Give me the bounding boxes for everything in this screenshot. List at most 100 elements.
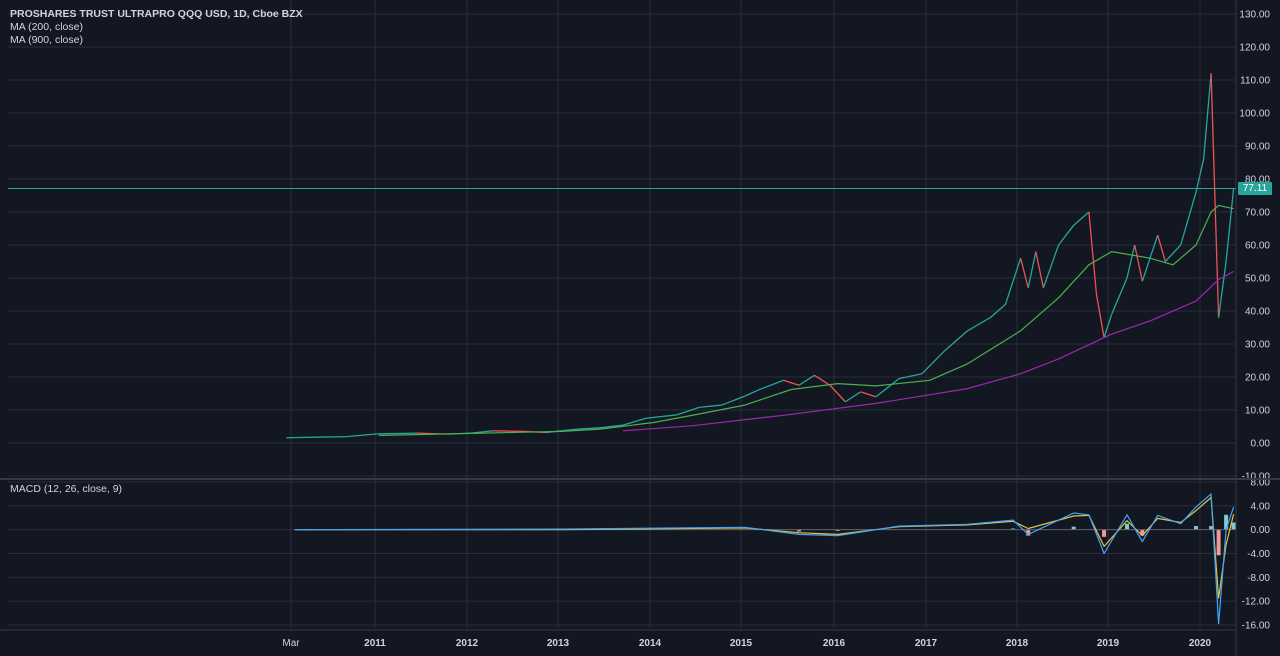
ma900-line: [622, 270, 1234, 432]
x-tick-label: 2017: [915, 638, 938, 649]
price-segment: [1217, 261, 1227, 318]
price-segment: [875, 378, 900, 398]
macd-histogram-bar: [796, 529, 801, 532]
price-segment: [721, 395, 745, 406]
price-segment: [470, 430, 494, 434]
y-tick-label: -10.00: [1242, 472, 1271, 483]
price-segment: [1157, 234, 1166, 262]
chart-series: [8, 73, 1236, 625]
price-segment: [1088, 211, 1098, 295]
price-segment: [1202, 73, 1212, 160]
x-tick-label: Mar: [282, 638, 300, 649]
price-segment: [1134, 244, 1143, 282]
macd-histogram-bar: [1140, 529, 1145, 536]
x-tick-label: 2016: [823, 638, 846, 649]
macd-y-tick-label: -4.00: [1247, 549, 1270, 560]
y-tick-label: 40.00: [1245, 307, 1270, 318]
price-segment: [1164, 244, 1182, 262]
y-tick-label: 30.00: [1245, 340, 1270, 351]
price-segment: [1180, 192, 1197, 246]
x-tick-label: 2015: [730, 638, 753, 649]
chart-grid: [8, 0, 1236, 628]
price-segment: [860, 391, 877, 398]
price-segment: [699, 404, 722, 409]
y-tick-label: 110.00: [1240, 76, 1270, 87]
macd-y-tick-label: 4.00: [1251, 501, 1271, 512]
y-tick-label: 60.00: [1245, 241, 1270, 252]
price-segment: [944, 330, 968, 352]
x-tick-label: 2019: [1097, 638, 1120, 649]
x-tick-label: 2020: [1189, 638, 1212, 649]
y-tick-label: 100.00: [1239, 109, 1270, 120]
price-segment: [1004, 257, 1022, 305]
price-segment: [814, 374, 831, 386]
price-segment: [798, 374, 815, 386]
signal-line: [294, 496, 1235, 599]
macd-legend[interactable]: MACD (12, 26, close, 9): [10, 483, 123, 495]
macd-histogram-bar: [1209, 526, 1214, 530]
price-segment: [645, 414, 677, 419]
price-segment: [1073, 211, 1090, 226]
macd-histogram-bar: [835, 529, 840, 531]
macd-histogram-bar: [1224, 514, 1229, 530]
y-tick-label: 90.00: [1245, 142, 1270, 153]
price-segment: [783, 379, 800, 386]
price-segment: [1225, 188, 1235, 262]
ma200-legend[interactable]: MA (200, close): [10, 21, 83, 33]
price-segment: [1126, 244, 1136, 279]
price-segment: [622, 417, 647, 426]
price-segment: [576, 427, 601, 430]
price-segment: [599, 424, 624, 429]
macd-histogram-bar: [1125, 523, 1130, 530]
price-segment: [744, 388, 761, 397]
y-tick-label: 80.00: [1245, 175, 1270, 186]
ma900-legend[interactable]: MA (900, close): [10, 34, 83, 46]
ma200-line: [378, 204, 1234, 436]
price-segment: [378, 432, 418, 435]
price-segment: [989, 303, 1006, 319]
price-segment: [898, 373, 923, 380]
macd-histogram-bar: [1216, 529, 1221, 556]
price-segment: [1195, 159, 1205, 193]
macd-y-tick-label: 0.00: [1251, 525, 1271, 536]
macd-histogram-bar: [1102, 529, 1107, 537]
symbol-title[interactable]: PROSHARES TRUST ULTRAPRO QQQ USD, 1D, Cb…: [10, 8, 303, 20]
y-tick-label: 50.00: [1245, 274, 1270, 285]
price-segment: [345, 433, 379, 438]
macd-y-tick-label: -16.00: [1242, 621, 1271, 632]
price-segment: [493, 430, 524, 433]
price-segment: [844, 391, 862, 403]
price-segment: [1035, 251, 1045, 289]
price-segment: [1042, 244, 1060, 289]
y-tick-label: 20.00: [1245, 373, 1270, 384]
price-segment: [1210, 73, 1220, 318]
price-segment: [1095, 294, 1105, 338]
price-segment: [967, 317, 991, 332]
last-price-tag: 77.11: [1238, 182, 1272, 196]
y-tick-label: 120.00: [1239, 43, 1270, 54]
y-tick-label: 0.00: [1251, 439, 1271, 450]
macd-histogram-bar: [1231, 522, 1236, 530]
macd-y-tick-label: -12.00: [1242, 597, 1271, 608]
x-tick-label: 2012: [456, 638, 479, 649]
price-segment: [759, 379, 784, 390]
price-segment: [676, 406, 700, 416]
price-segment: [286, 436, 321, 439]
macd-y-tick-label: -8.00: [1247, 573, 1270, 584]
price-segment: [1027, 251, 1037, 289]
macd-y-tick-label: 8.00: [1251, 478, 1271, 489]
price-segment: [829, 384, 846, 403]
macd-histogram-bar: [1194, 526, 1199, 530]
price-segment: [1020, 258, 1029, 289]
price-segment: [1111, 277, 1128, 315]
price-segment: [1058, 224, 1075, 246]
chart-legend: PROSHARES TRUST ULTRAPRO QQQ USD, 1D, Cb…: [10, 8, 303, 47]
y-tick-label: 130.00: [1239, 10, 1270, 21]
macd-line: [294, 493, 1235, 625]
macd-histogram-bar: [1011, 528, 1016, 530]
macd-histogram-bar: [1026, 529, 1031, 536]
price-segment: [1103, 314, 1113, 338]
x-tick-label: 2013: [547, 638, 570, 649]
